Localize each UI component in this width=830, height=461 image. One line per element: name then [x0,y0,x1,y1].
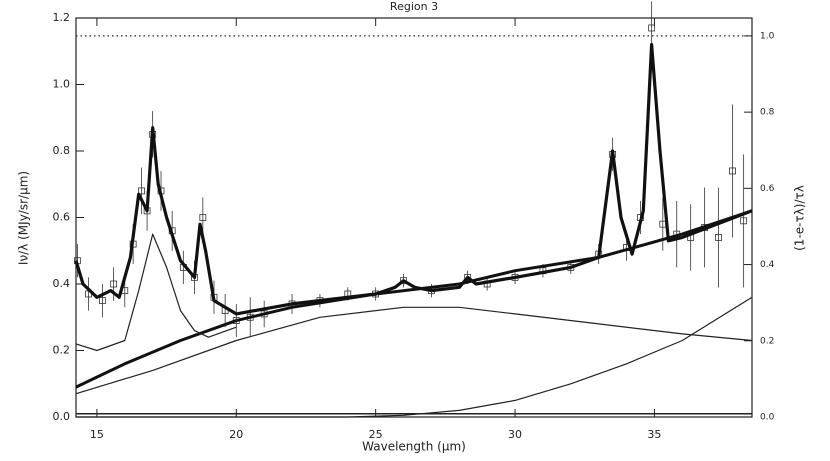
y2-tick-label: 0.4 [760,260,775,270]
line-series [75,233,237,352]
data-point [110,280,118,288]
data-point [729,167,736,175]
y-axis-label: Iν/λ (MJy/sr/μm) [17,171,31,265]
y-tick-label: 1.2 [53,11,71,24]
x-tick-label: 15 [90,428,104,441]
x-axis-label: Wavelength (μm) [362,440,466,454]
line-series [76,296,753,418]
data-point [740,217,748,225]
y2-tick-label: 0.0 [760,413,775,423]
y-tick-label: 0.0 [53,410,71,423]
y2-tick-label: 0.6 [760,184,775,194]
y-tick-label: 0.2 [53,344,71,357]
x-tick-label: 30 [508,428,522,441]
line-series [75,209,753,389]
chart-title: Region 3 [390,0,438,13]
y2-tick-label: 1.0 [760,31,775,41]
x-tick-label: 25 [369,428,383,441]
data-point [99,297,106,305]
y-tick-label: 1.0 [53,78,71,91]
y2-tick-label: 0.8 [760,108,775,118]
data-point [648,24,656,32]
line-series [74,43,753,316]
y2-axis-label: (1-e-τλ)/τλ [793,185,807,251]
y-tick-label: 0.6 [53,211,71,224]
y2-tick-label: 0.2 [760,336,774,346]
data-point [464,273,472,281]
x-tick-label: 20 [229,428,243,441]
x-tick-label: 35 [647,428,661,441]
data-point [199,214,207,221]
data-point [715,234,722,241]
y-tick-label: 0.8 [53,144,71,157]
data-point [138,187,145,195]
line-series [75,306,753,395]
y-tick-label: 0.4 [53,277,71,290]
